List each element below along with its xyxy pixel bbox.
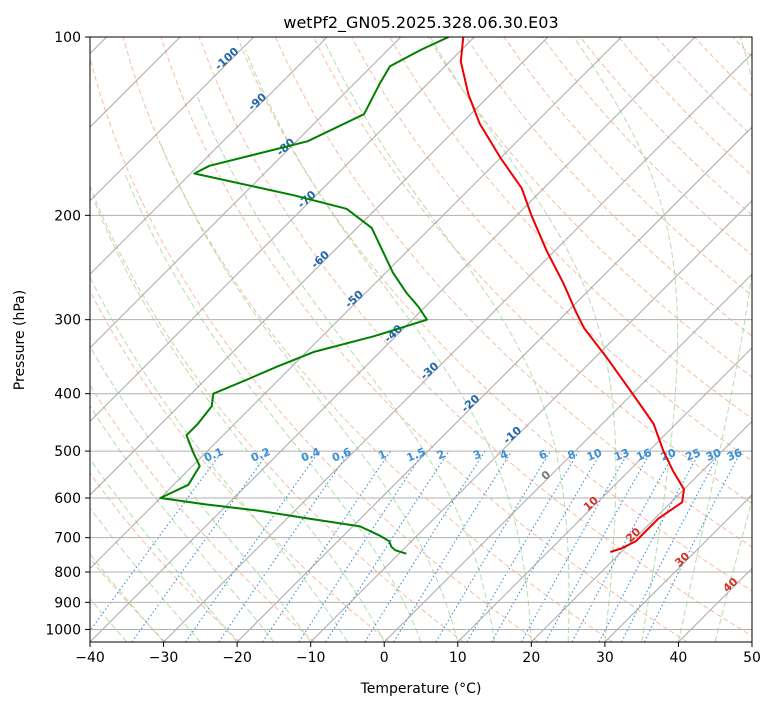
- y-tick-label: 400: [54, 387, 81, 403]
- x-tick-label: 40: [670, 650, 688, 666]
- chart-title: wetPf2_GN05.2025.328.06.30.E03: [283, 13, 558, 33]
- x-tick-label: −30: [149, 650, 179, 666]
- y-tick-label: 700: [54, 531, 81, 547]
- x-tick-label: 0: [380, 650, 389, 666]
- x-axis-label: Temperature (°C): [360, 681, 482, 697]
- x-tick-label: −40: [75, 650, 105, 666]
- y-tick-label: 600: [54, 491, 81, 507]
- y-tick-label: 100: [54, 30, 81, 46]
- y-axis-label: Pressure (hPa): [12, 290, 28, 390]
- y-tick-label: 500: [54, 444, 81, 460]
- y-tick-label: 900: [54, 595, 81, 611]
- y-tick-label: 800: [54, 565, 81, 581]
- x-tick-label: −20: [222, 650, 252, 666]
- x-tick-label: 50: [743, 650, 761, 666]
- y-tick-label: 200: [54, 208, 81, 224]
- y-tick-label: 300: [54, 313, 81, 329]
- x-tick-label: 20: [522, 650, 540, 666]
- x-tick-label: 10: [449, 650, 467, 666]
- x-tick-label: −10: [296, 650, 326, 666]
- x-tick-label: 30: [596, 650, 614, 666]
- y-tick-label: 1000: [45, 622, 81, 638]
